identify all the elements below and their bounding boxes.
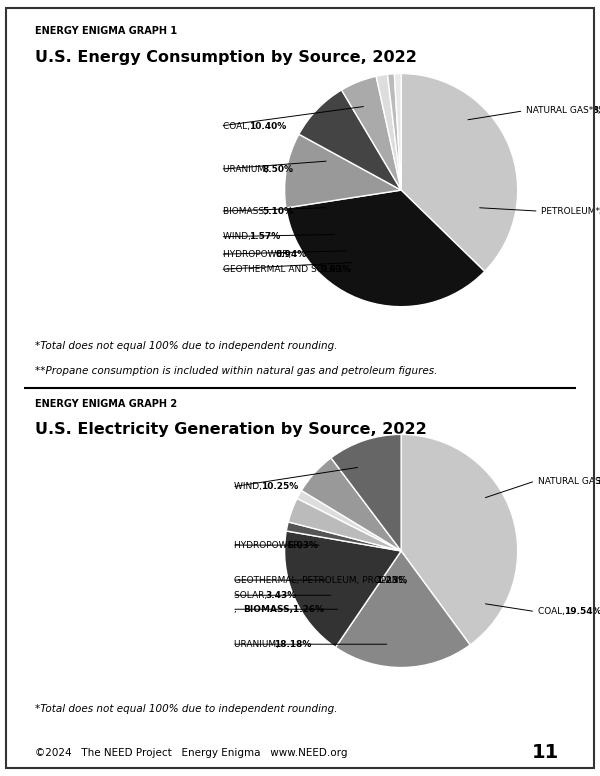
Text: 10.40%: 10.40% (250, 122, 287, 130)
Wedge shape (284, 134, 401, 208)
Text: 11: 11 (532, 743, 559, 762)
Wedge shape (331, 435, 401, 551)
Wedge shape (297, 490, 401, 551)
Text: 37.29%: 37.29% (599, 206, 600, 216)
Text: 39.82%: 39.82% (595, 476, 600, 486)
Text: NATURAL GAS**,: NATURAL GAS**, (526, 106, 600, 116)
Wedge shape (388, 74, 401, 190)
Text: **Propane consumption is included within natural gas and petroleum figures.: **Propane consumption is included within… (35, 366, 437, 376)
Wedge shape (401, 74, 518, 272)
Text: WIND,: WIND, (223, 232, 254, 241)
Text: *Total does not equal 100% due to independent rounding.: *Total does not equal 100% due to indepe… (35, 704, 338, 714)
Wedge shape (301, 458, 401, 551)
Text: COAL,: COAL, (223, 122, 253, 130)
Text: *Total does not equal 100% due to independent rounding.: *Total does not equal 100% due to indepe… (35, 341, 338, 351)
Text: URANIUM,: URANIUM, (223, 165, 271, 174)
Text: SOLAR,: SOLAR, (235, 591, 271, 600)
Wedge shape (394, 74, 401, 190)
Wedge shape (286, 522, 401, 551)
Text: GEOTHERMAL AND SOLAR,: GEOTHERMAL AND SOLAR, (223, 265, 347, 274)
Text: 1.57%: 1.57% (250, 232, 281, 241)
Text: NATURAL GAS,: NATURAL GAS, (538, 476, 600, 486)
Text: 35.28%: 35.28% (592, 106, 600, 116)
Wedge shape (288, 498, 401, 551)
Wedge shape (335, 551, 470, 667)
Text: 19.54%: 19.54% (564, 607, 600, 616)
Text: URANIUM,: URANIUM, (235, 639, 282, 649)
Text: WIND,: WIND, (235, 483, 265, 491)
Text: PETROLEUM**,: PETROLEUM**, (541, 206, 600, 216)
Wedge shape (284, 531, 401, 647)
Wedge shape (286, 190, 485, 307)
Text: ,: , (235, 605, 240, 614)
Text: 18.18%: 18.18% (274, 639, 311, 649)
Text: ©2024   The NEED Project   Energy Enigma   www.NEED.org: ©2024 The NEED Project Energy Enigma www… (35, 748, 347, 757)
Text: ENERGY ENIGMA GRAPH 1: ENERGY ENIGMA GRAPH 1 (35, 26, 177, 36)
Wedge shape (376, 74, 401, 190)
Text: 3.43%: 3.43% (265, 591, 297, 600)
Text: 5.10%: 5.10% (263, 206, 293, 216)
Text: 0.93%: 0.93% (320, 265, 352, 274)
Text: GEOTHERMAL, PETROLEUM, PROPANE,: GEOTHERMAL, PETROLEUM, PROPANE, (235, 576, 410, 584)
Text: BIOMASS,: BIOMASS, (223, 206, 269, 216)
Wedge shape (341, 76, 401, 190)
Text: ENERGY ENIGMA GRAPH 2: ENERGY ENIGMA GRAPH 2 (35, 399, 177, 409)
Text: U.S. Energy Consumption by Source, 2022: U.S. Energy Consumption by Source, 2022 (35, 50, 417, 65)
Text: HYDROPOWER,: HYDROPOWER, (235, 541, 305, 549)
Wedge shape (401, 435, 518, 645)
Text: COAL,: COAL, (538, 607, 568, 616)
Text: BIOMASS,1.26%: BIOMASS,1.26% (244, 605, 325, 614)
Text: 0.94%: 0.94% (276, 250, 307, 258)
Text: 1.23%: 1.23% (376, 576, 407, 584)
Text: U.S. Electricity Generation by Source, 2022: U.S. Electricity Generation by Source, 2… (35, 422, 427, 438)
Text: 10.25%: 10.25% (261, 483, 298, 491)
Text: 6.03%: 6.03% (287, 541, 319, 549)
Text: HYDROPOWER,: HYDROPOWER, (223, 250, 294, 258)
Wedge shape (299, 90, 401, 190)
Text: 8.50%: 8.50% (263, 165, 293, 174)
